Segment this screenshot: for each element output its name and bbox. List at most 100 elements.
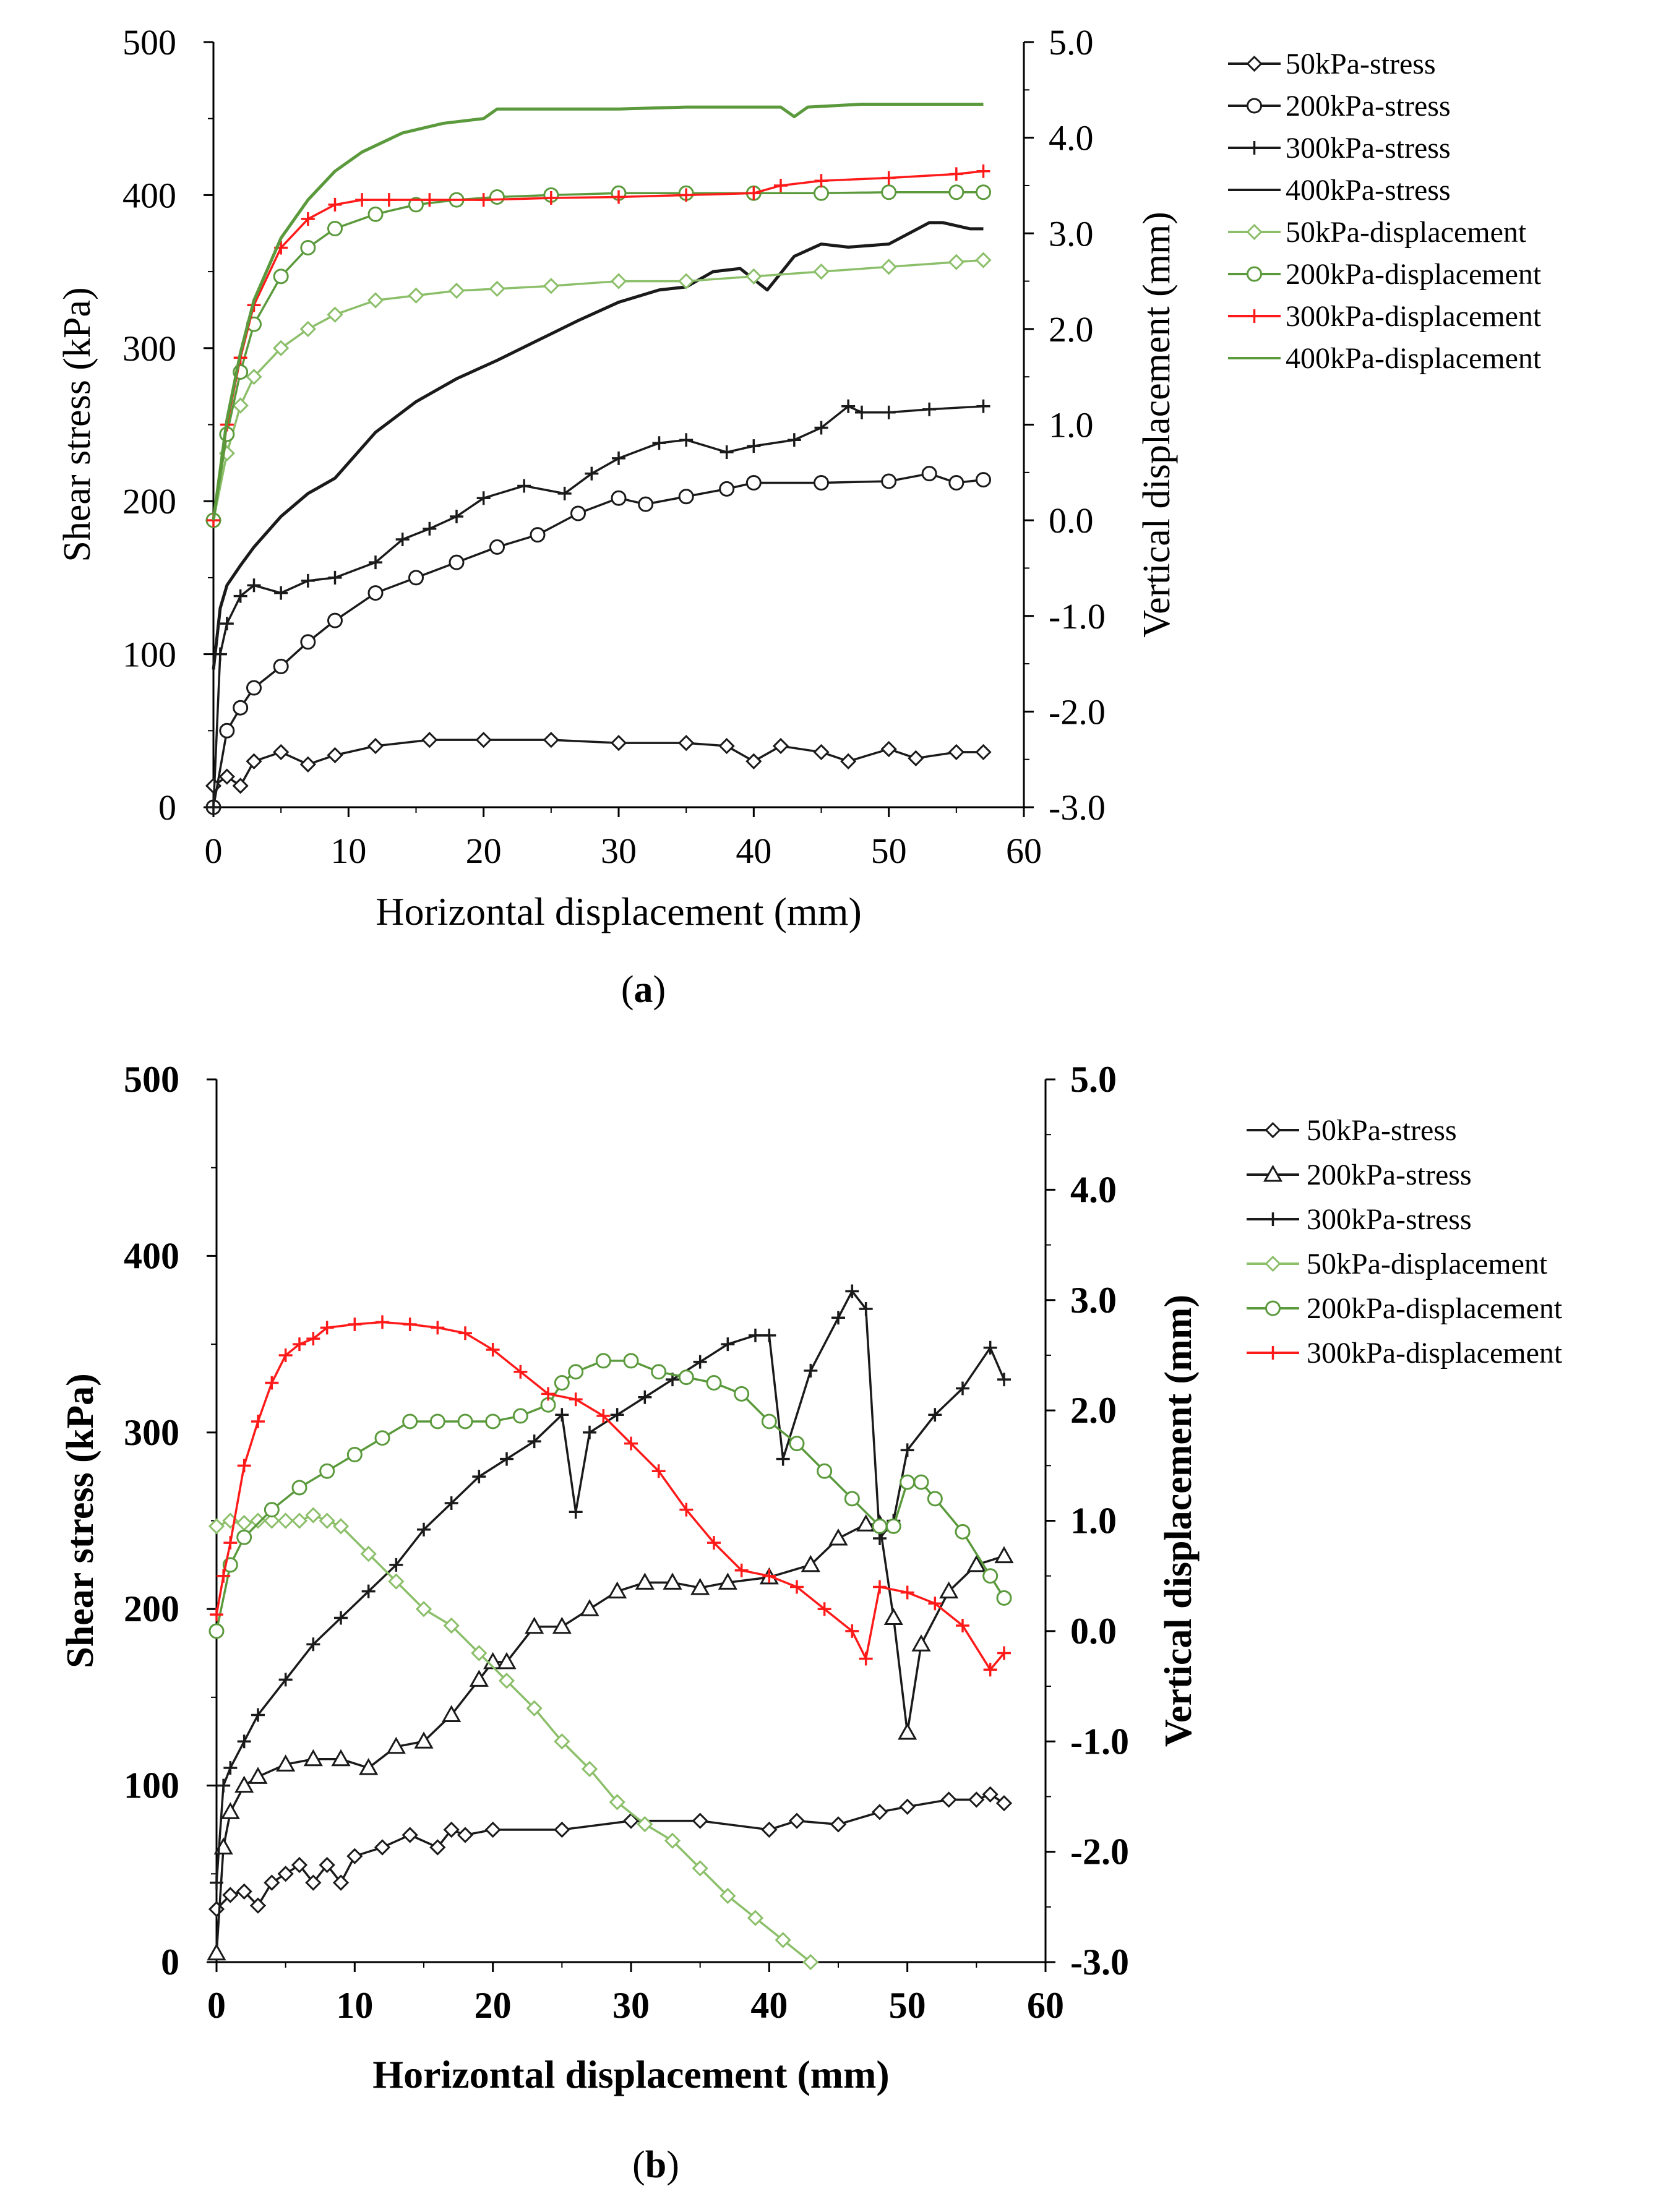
data-point xyxy=(388,1573,405,1590)
series-line xyxy=(212,405,984,808)
data-point xyxy=(844,1491,860,1507)
data-point xyxy=(236,1883,252,1900)
y-axis-label: Shear stress (kPa) xyxy=(56,287,98,562)
data-point xyxy=(246,680,262,696)
x-tick-label: 10 xyxy=(330,831,366,871)
data-point xyxy=(622,1812,640,1829)
data-point xyxy=(552,1616,572,1634)
data-point xyxy=(222,1887,239,1903)
data-point xyxy=(814,174,828,188)
data-point xyxy=(220,617,234,631)
data-point xyxy=(210,1875,223,1890)
data-point xyxy=(299,756,316,773)
data-point xyxy=(608,1581,627,1599)
data-point xyxy=(898,1722,917,1740)
data-point xyxy=(367,737,384,755)
data-point xyxy=(775,1932,791,1948)
data-point xyxy=(469,1670,489,1687)
data-point xyxy=(374,1839,391,1856)
data-point xyxy=(219,722,235,739)
data-point xyxy=(421,732,438,748)
data-point xyxy=(374,1430,390,1446)
data-point xyxy=(610,1408,624,1422)
data-point xyxy=(361,1584,376,1598)
data-point xyxy=(415,1601,432,1618)
data-point xyxy=(609,1794,625,1811)
data-point xyxy=(457,1413,473,1430)
data-point xyxy=(734,1386,750,1402)
data-point xyxy=(747,186,761,200)
legend-label: 300kPa-stress xyxy=(1307,1203,1472,1236)
data-point xyxy=(207,1943,226,1961)
data-point xyxy=(348,1317,362,1331)
y2-tick-label: 2.0 xyxy=(1049,309,1094,349)
data-point xyxy=(908,750,924,766)
data-point xyxy=(277,1866,294,1882)
y2-tick-label: 1.0 xyxy=(1070,1501,1117,1541)
data-point xyxy=(517,479,531,493)
data-point xyxy=(264,1502,280,1518)
legend-marker xyxy=(1247,98,1262,114)
data-point xyxy=(692,1812,708,1829)
data-point xyxy=(940,1791,957,1808)
series-300kPa-displacement xyxy=(207,164,990,528)
data-point xyxy=(327,747,343,764)
data-point xyxy=(975,252,992,268)
legend-marker xyxy=(1246,55,1263,72)
legend-item: 300kPa-displacement xyxy=(1247,1337,1563,1370)
data-point xyxy=(581,1760,598,1777)
data-point xyxy=(638,496,654,512)
data-point xyxy=(976,164,990,178)
data-point xyxy=(880,259,897,275)
y2-tick-label: 0.0 xyxy=(1070,1611,1117,1652)
data-point xyxy=(355,193,369,207)
data-point xyxy=(612,451,625,465)
x-tick-label: 40 xyxy=(750,1985,788,2026)
data-point xyxy=(637,1815,653,1833)
data-point xyxy=(497,1652,517,1670)
data-point xyxy=(320,1321,334,1335)
data-point xyxy=(678,489,694,505)
legend-marker xyxy=(1265,1300,1281,1316)
data-point xyxy=(814,421,828,435)
data-point xyxy=(485,1413,501,1430)
data-point xyxy=(278,1673,293,1687)
data-point xyxy=(429,1839,446,1856)
data-point xyxy=(334,1611,348,1625)
series-line xyxy=(215,1321,1005,1671)
y2-tick-label: -1.0 xyxy=(1049,596,1106,637)
data-point xyxy=(423,193,437,207)
data-point xyxy=(489,539,505,555)
chart-panel-b: 0 10 20 30 40 50 60 0 100 200 300 400 500 -3.0 -2.0 -1.… xyxy=(59,1059,1563,2186)
data-point xyxy=(233,589,247,603)
series-400kPa-displacement xyxy=(212,103,984,521)
data-point xyxy=(251,1708,265,1722)
data-point xyxy=(554,1733,570,1750)
data-point xyxy=(840,753,857,769)
legend-item: 200kPa-stress xyxy=(1247,1159,1472,1191)
data-point xyxy=(251,1414,265,1428)
data-point xyxy=(831,1311,845,1325)
data-point xyxy=(233,700,249,716)
data-point xyxy=(997,1646,1011,1660)
data-point xyxy=(787,433,801,447)
y-tick-label: 500 xyxy=(124,1059,179,1100)
legend-item: 50kPa-stress xyxy=(1228,48,1436,80)
data-point xyxy=(899,1798,916,1815)
data-point xyxy=(900,1585,914,1600)
series-line xyxy=(212,191,984,521)
panel-label-letter: b xyxy=(645,2144,666,2186)
data-point xyxy=(610,734,627,752)
legend-item: 300kPa-displacement xyxy=(1228,300,1542,333)
data-point xyxy=(207,800,220,814)
data-point xyxy=(443,1617,460,1634)
series-200kPa-displacement xyxy=(208,1353,1012,1639)
data-point xyxy=(544,191,558,205)
series-line xyxy=(215,1360,1005,1632)
data-point xyxy=(264,1512,280,1529)
data-point xyxy=(369,555,382,570)
data-point xyxy=(210,1608,223,1622)
data-point xyxy=(543,732,559,748)
data-point xyxy=(443,1821,460,1838)
data-point xyxy=(223,1761,238,1775)
